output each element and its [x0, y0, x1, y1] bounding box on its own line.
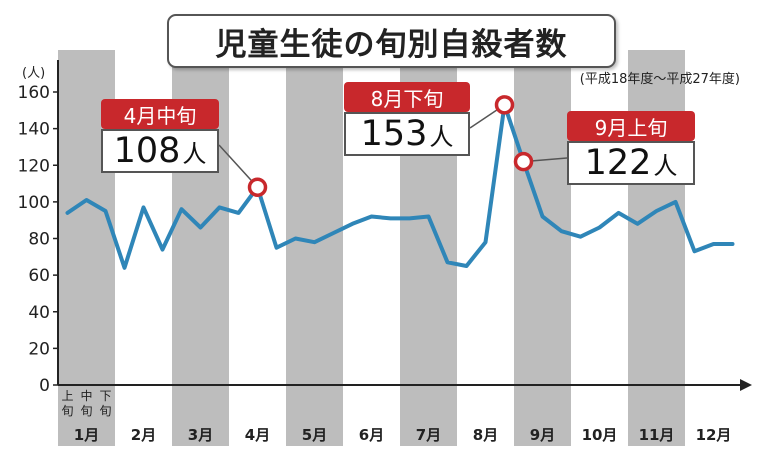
month-label: 9月 [530, 426, 555, 444]
sub-period-label: 旬 [80, 404, 92, 418]
month-label: 5月 [302, 426, 327, 444]
month-label: 8月 [473, 426, 498, 444]
callout-label: 8月下旬 [344, 82, 470, 112]
y-tick-label: 0 [39, 376, 50, 396]
month-label: 1月 [74, 426, 99, 444]
month-label: 12月 [696, 426, 732, 444]
month-label: 10月 [582, 426, 618, 444]
y-tick-label: 80 [28, 230, 50, 250]
month-label: 2月 [131, 426, 156, 444]
callout-unit: 人 [182, 139, 207, 168]
month-band [628, 50, 685, 446]
callout-label: 9月上旬 [567, 111, 695, 141]
month-label: 11月 [639, 426, 675, 444]
month-label: 6月 [359, 426, 384, 444]
callout-unit: 人 [429, 122, 454, 151]
y-tick-label: 20 [28, 339, 50, 359]
callout-value: 153 [360, 114, 428, 154]
month-label: 3月 [188, 426, 213, 444]
sub-period-label: 旬 [99, 404, 111, 418]
callout-value-box: 122 人 [567, 141, 695, 185]
callout-label: 4月中旬 [101, 99, 219, 129]
y-tick-label: 100 [18, 193, 50, 213]
sub-period-label: 上 [61, 389, 73, 403]
callout-value: 122 [584, 143, 652, 183]
y-tick-label: 160 [18, 83, 50, 103]
highlight-point [513, 151, 534, 172]
y-axis-unit: (人) [22, 66, 46, 81]
month-label: 4月 [245, 426, 270, 444]
chart-subtitle: (平成18年度～平成27年度) [579, 72, 740, 87]
sub-period-label: 旬 [61, 404, 73, 418]
x-axis-arrow [740, 379, 752, 391]
chart-title: 児童生徒の旬別自殺者数 [167, 14, 616, 68]
highlight-point [494, 95, 515, 115]
callout-value: 108 [113, 131, 181, 171]
sub-period-label: 下 [99, 389, 111, 403]
y-tick-label: 120 [18, 156, 50, 176]
y-tick-label: 60 [28, 266, 50, 286]
y-tick-label: 140 [18, 120, 50, 140]
callout-value-box: 108 人 [101, 129, 219, 173]
highlight-point [247, 177, 268, 197]
y-tick-label: 40 [28, 303, 50, 323]
callout-unit: 人 [653, 151, 678, 180]
month-label: 7月 [416, 426, 441, 444]
month-band [514, 50, 571, 446]
series-line [65, 102, 735, 270]
month-band [286, 50, 343, 446]
sub-period-label: 中 [80, 388, 92, 403]
callout-value-box: 153 人 [344, 112, 470, 156]
